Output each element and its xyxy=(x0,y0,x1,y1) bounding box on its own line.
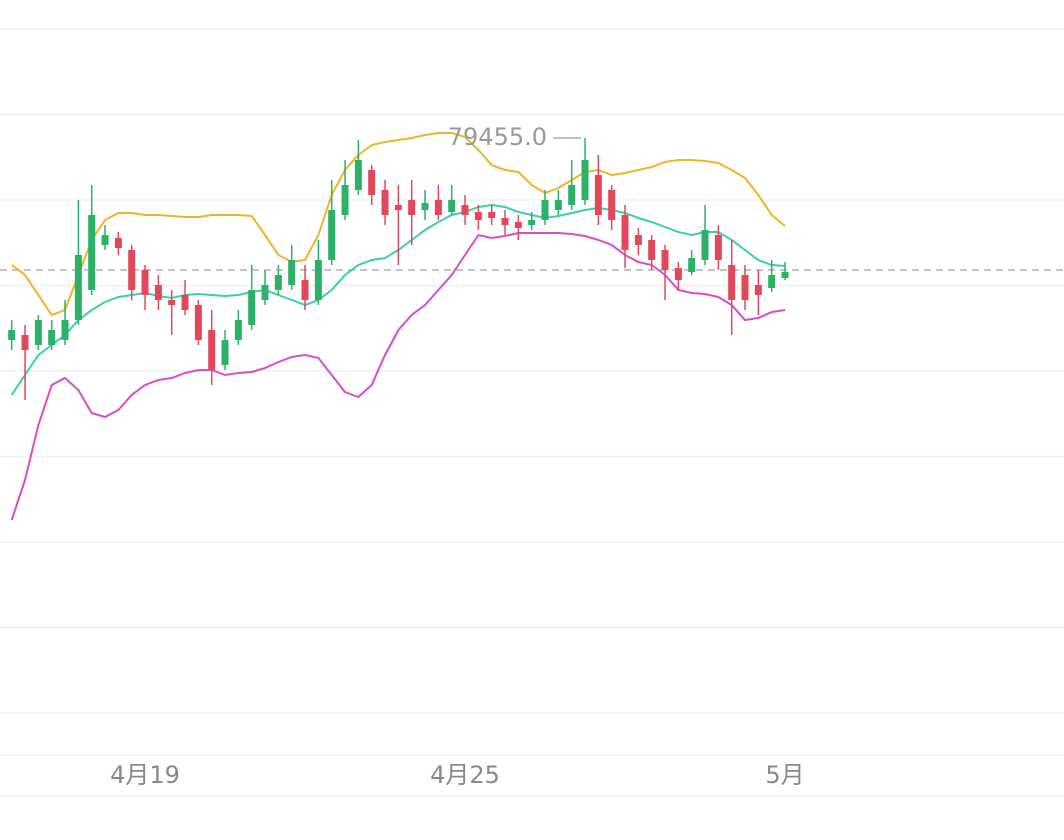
band-line xyxy=(11,132,786,317)
candle-body xyxy=(474,212,482,220)
band-line xyxy=(10,232,786,521)
candle-body xyxy=(394,205,402,210)
candle-body xyxy=(194,305,202,340)
candle-body xyxy=(461,205,469,215)
candle-body xyxy=(661,250,669,270)
candle-body xyxy=(688,258,696,272)
candle-body xyxy=(368,170,376,195)
candle-body xyxy=(21,335,29,350)
candle-body xyxy=(61,320,69,340)
candle-body xyxy=(608,190,616,220)
x-tick-label: 4月19 xyxy=(110,761,180,789)
candle-body xyxy=(528,220,536,225)
candle-body xyxy=(714,235,722,260)
candle-body xyxy=(408,200,416,215)
candle-body xyxy=(781,272,789,278)
candle-body xyxy=(701,230,709,260)
candle-body xyxy=(328,210,336,260)
candle-body xyxy=(34,320,42,345)
candle-body xyxy=(568,185,576,205)
x-tick-label: 5月 xyxy=(765,761,804,789)
candle-body xyxy=(301,280,309,300)
candle-body xyxy=(354,160,362,190)
candle-body xyxy=(741,275,749,300)
candle-body xyxy=(488,212,496,218)
candle-body xyxy=(314,260,322,300)
candle-body xyxy=(341,185,349,215)
x-tick-label: 4月25 xyxy=(430,761,500,789)
candle-body xyxy=(168,300,176,305)
candle-body xyxy=(8,330,16,340)
max-label: 79455.0 xyxy=(448,123,547,151)
candle-body xyxy=(541,200,549,220)
candle-body xyxy=(101,235,109,245)
candle-body xyxy=(621,215,629,250)
candle-body xyxy=(154,285,162,300)
candle-body xyxy=(514,222,522,228)
candle-body xyxy=(768,275,776,288)
candle-body xyxy=(234,320,242,340)
candle-body xyxy=(208,330,216,370)
candle-body xyxy=(448,200,456,212)
candle-body xyxy=(128,250,136,290)
candle-body xyxy=(554,200,562,210)
candle-body xyxy=(74,255,82,320)
candle-body xyxy=(48,330,56,345)
candle-body xyxy=(288,260,296,285)
candle-body xyxy=(634,235,642,245)
candle-body xyxy=(248,290,256,325)
candle-body xyxy=(88,215,96,290)
candle-body xyxy=(594,175,602,215)
candle-body xyxy=(501,218,509,225)
candle-body xyxy=(434,200,442,215)
candle-body xyxy=(141,270,149,295)
candle-body xyxy=(261,285,269,300)
candle-body xyxy=(221,340,229,365)
candle-body xyxy=(581,160,589,200)
candle-body xyxy=(421,203,429,210)
candle-body xyxy=(381,190,389,215)
candle-body xyxy=(114,238,122,248)
candle-body xyxy=(648,240,656,260)
candle-body xyxy=(754,285,762,295)
candle-body xyxy=(728,265,736,300)
candle-body xyxy=(181,295,189,310)
candle-body xyxy=(274,275,282,290)
candle-body xyxy=(674,268,682,280)
